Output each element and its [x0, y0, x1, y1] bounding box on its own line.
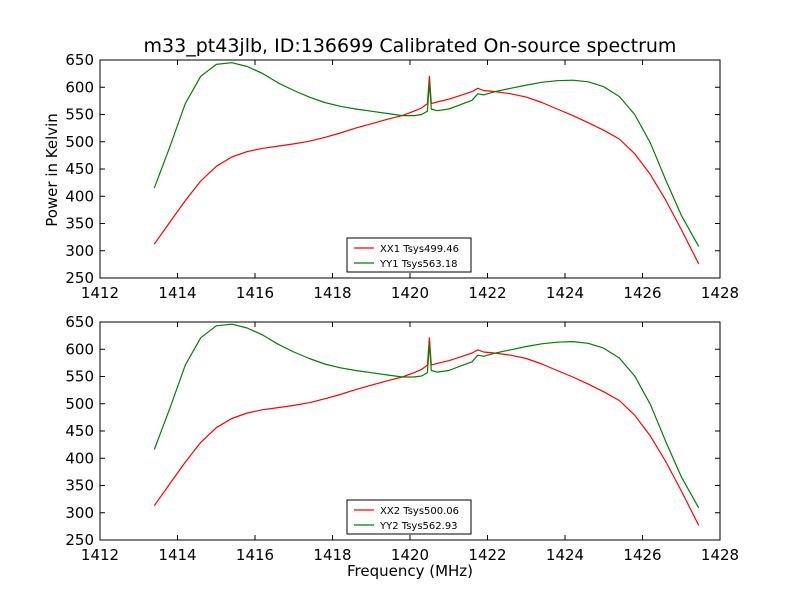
top-y-tick-label: 300 — [65, 242, 94, 260]
top-y-tick-label: 650 — [65, 51, 94, 69]
bottom-series-line-1 — [153, 323, 700, 509]
chart-title: m33_pt43jlb, ID:136699 Calibrated On-sou… — [144, 35, 677, 57]
bottom-plot: 1412 1414 1416 1418 1420 1422 1424 1426 1428 250 3… — [65, 313, 739, 564]
top-y-tick-label: 550 — [65, 106, 94, 124]
top-x-tick-label: 1418 — [313, 284, 351, 302]
top-x-tick-label: 1424 — [546, 284, 584, 302]
bottom-y-tick-label: 250 — [65, 531, 94, 549]
top-y-tick-label: 600 — [65, 78, 94, 96]
top-legend-box — [346, 237, 472, 273]
bottom-x-tick-label: 1414 — [158, 546, 196, 564]
top-legend-label-1: YY1 Tsys563.18 — [379, 259, 458, 270]
bottom-y-tick-label: 550 — [65, 368, 94, 386]
top-x-tick-label: 1422 — [468, 284, 506, 302]
bottom-y-tick-label: 350 — [65, 477, 94, 495]
top-y-tick-label: 350 — [65, 215, 94, 233]
bottom-x-tick-label: 1424 — [546, 546, 584, 564]
bottom-x-tick-label: 1416 — [236, 546, 274, 564]
top-legend-label-0: XX1 Tsys499.46 — [380, 244, 459, 255]
bottom-y-tick-label: 400 — [65, 449, 94, 467]
bottom-y-tick-label: 300 — [65, 504, 94, 522]
top-x-tick-label: 1414 — [158, 284, 196, 302]
bottom-x-tick-label: 1428 — [701, 546, 739, 564]
top-x-tick-label: 1412 — [81, 284, 119, 302]
top-x-tick-label: 1420 — [391, 284, 429, 302]
bottom-y-tick-label: 500 — [65, 395, 94, 413]
top-x-tick-label: 1416 — [236, 284, 274, 302]
bottom-y-tick-label: 650 — [65, 313, 94, 331]
bottom-legend-label-1: YY2 Tsys562.93 — [379, 521, 458, 532]
bottom-legend-label-0: XX2 Tsys500.06 — [380, 506, 459, 517]
y-axis-label: Power in Kelvin — [43, 113, 61, 227]
top-plot: 1412 1414 1416 1418 1420 1422 1424 1426 1428 250 3… — [65, 51, 739, 302]
bottom-x-tick-label: 1426 — [623, 546, 661, 564]
bottom-x-tick-label: 1420 — [391, 546, 429, 564]
top-y-tick-label: 450 — [65, 160, 94, 178]
x-axis-label: Frequency (MHz) — [347, 562, 473, 580]
bottom-x-tick-label: 1422 — [468, 546, 506, 564]
top-x-tick-label: 1428 — [701, 284, 739, 302]
top-y-tick-label: 500 — [65, 133, 94, 151]
bottom-y-tick-label: 450 — [65, 422, 94, 440]
bottom-legend: XX2 Tsys500.06 YY2 Tsys562.93 — [346, 499, 472, 535]
bottom-y-tick-label: 600 — [65, 340, 94, 358]
bottom-x-tick-label: 1412 — [81, 546, 119, 564]
bottom-x-tick-label: 1418 — [313, 546, 351, 564]
top-y-tick-label: 400 — [65, 187, 94, 205]
top-legend: XX1 Tsys499.46 YY1 Tsys563.18 — [346, 237, 472, 273]
bottom-legend-box — [346, 499, 472, 535]
top-series-line-1 — [153, 62, 700, 247]
top-x-tick-label: 1426 — [623, 284, 661, 302]
top-y-tick-label: 250 — [65, 269, 94, 287]
